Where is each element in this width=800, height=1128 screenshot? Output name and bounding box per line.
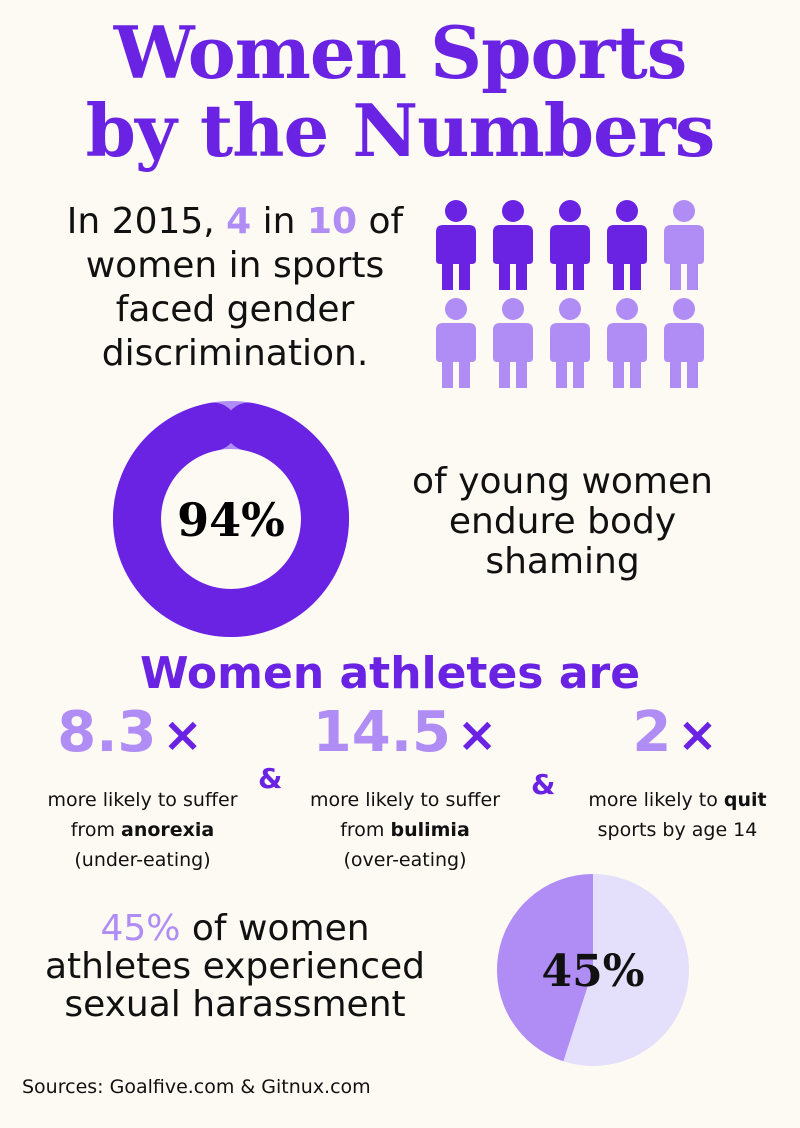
title-line-2: by the Numbers — [85, 88, 716, 173]
sources-footer: Sources: Goalfive.com & Gitnux.com — [22, 1076, 371, 1098]
person-icon — [436, 298, 476, 388]
person-icon — [550, 298, 590, 388]
multiplier-quit-value: 2 × — [575, 700, 775, 765]
title-line-1: Women Sports — [113, 10, 688, 95]
desc-line: (over-eating) — [343, 849, 467, 871]
donut-label: 94% — [177, 493, 285, 547]
ampersand-2: & — [531, 768, 556, 801]
stat1-prefix: In 2015, — [66, 201, 227, 242]
pie-chart: 45% — [497, 874, 689, 1066]
stat1-mid: in — [251, 201, 307, 242]
stat-sexual-harassment: 45% of women athletes experienced sexual… — [30, 910, 440, 1024]
times-icon: × — [162, 707, 203, 763]
multiplier-anorexia-value: 8.3 × — [30, 700, 230, 765]
section-heading: Women athletes are — [139, 648, 641, 699]
desc-bold: bulimia — [390, 819, 470, 841]
person-icon — [664, 298, 704, 388]
desc-line: (under-eating) — [74, 849, 211, 871]
desc-line: more likely to suffer — [47, 789, 238, 811]
person-icon — [493, 200, 533, 290]
multiplier-bulimia-desc: more likely to suffer from bulimia (over… — [285, 785, 525, 875]
desc-line: more likely to suffer — [309, 789, 501, 811]
stat-body-shaming: of young women endure body shaming — [412, 461, 713, 582]
pie-value-slice — [497, 874, 593, 1062]
stat3-highlight: 45% — [100, 908, 181, 949]
person-icon — [550, 200, 590, 290]
desc-bold: anorexia — [121, 819, 215, 841]
stat1-denominator: 10 — [306, 201, 358, 242]
stat1-suffix: of women in sports faced gender discrimi… — [85, 201, 404, 374]
multiplier-bulimia-value: 14.5 × — [305, 700, 505, 765]
person-icon — [607, 298, 647, 388]
ampersand-1: & — [258, 762, 283, 795]
pie-label: 45% — [541, 946, 644, 997]
donut-chart: 94% — [113, 401, 349, 637]
person-icon — [607, 200, 647, 290]
stat3-text: of women athletes experienced sexual har… — [45, 908, 425, 1025]
desc-line: more likely to — [588, 789, 724, 811]
times-icon: × — [677, 707, 718, 763]
multiplier-anorexia-desc: more likely to suffer from anorexia (und… — [20, 785, 265, 875]
people-icon-grid — [436, 200, 704, 388]
desc-line: sports by age 14 — [597, 819, 758, 841]
times-icon: × — [456, 707, 498, 763]
multiplier-quit-desc: more likely to quit sports by age 14 — [565, 785, 790, 845]
multiplier-value: 2 — [632, 700, 672, 765]
desc-line: from — [340, 819, 391, 841]
desc-bold: quit — [723, 789, 767, 811]
multiplier-value: 8.3 — [57, 700, 157, 765]
desc-line: from — [70, 819, 121, 841]
multiplier-value: 14.5 — [312, 700, 451, 765]
person-icon — [493, 298, 533, 388]
person-icon — [436, 200, 476, 290]
person-icon — [664, 200, 704, 290]
stat-gender-discrimination: In 2015, 4 in 10 of women in sports face… — [40, 200, 430, 376]
stat1-numerator: 4 — [226, 201, 252, 242]
donut-value-arc — [113, 402, 349, 637]
